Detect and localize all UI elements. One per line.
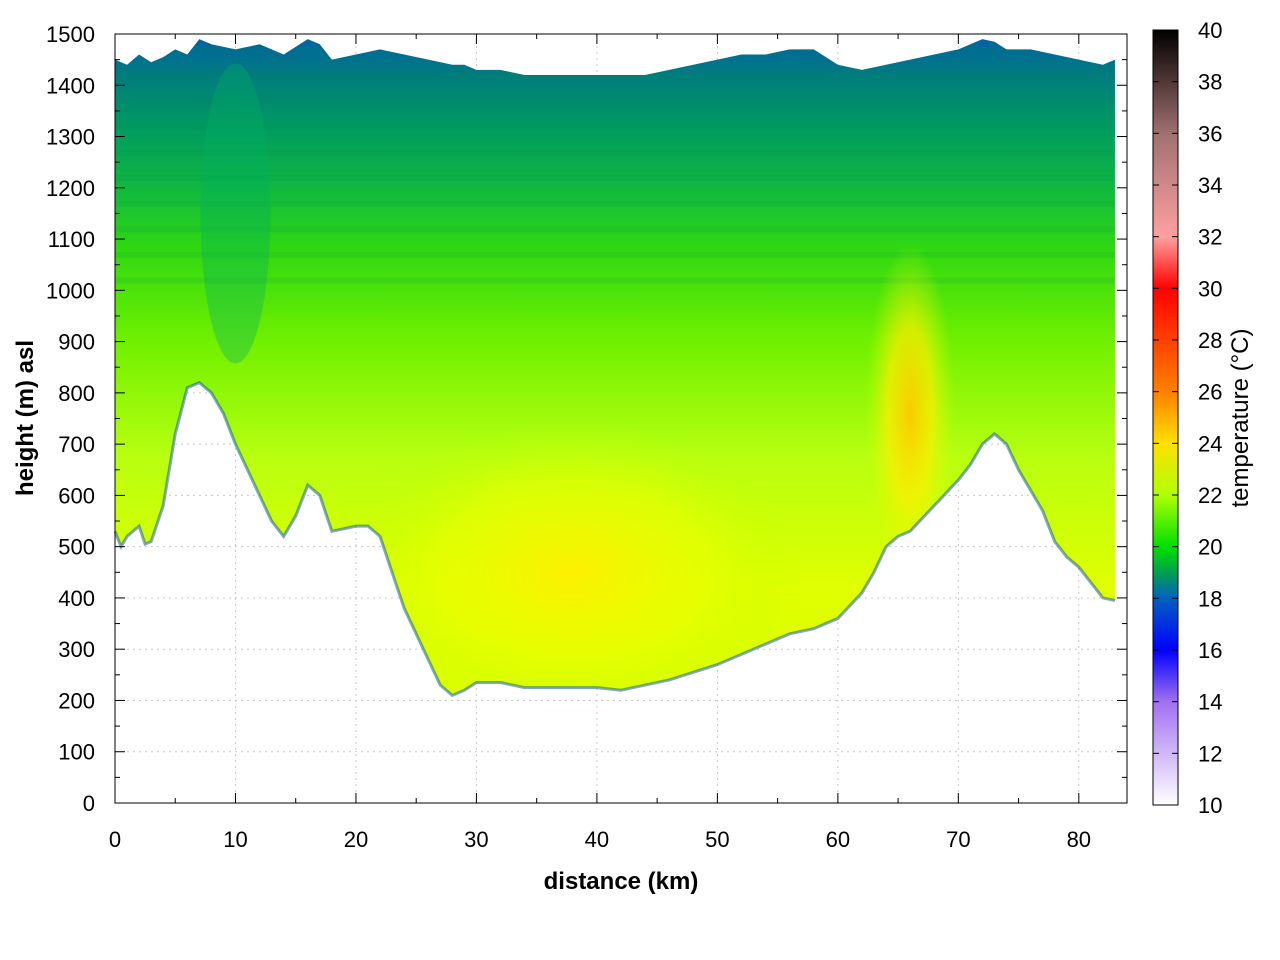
y-tick-label: 1100: [48, 227, 95, 252]
y-tick-label: 0: [83, 791, 95, 816]
y-tick-label: 500: [58, 535, 95, 560]
colorbar-tick-label: 34: [1198, 173, 1222, 198]
x-tick-label: 80: [1067, 827, 1091, 852]
y-tick-label: 900: [58, 330, 95, 355]
stratification-band: [115, 72, 1115, 79]
y-axis-title: height (m) asl: [12, 340, 39, 496]
stratification-band: [115, 251, 1115, 258]
stratification-band: [115, 98, 1115, 105]
colorbar-tick-label: 28: [1198, 328, 1222, 353]
colorbar-tick-label: 14: [1198, 690, 1222, 715]
y-ticks: 0 100 200 300 400 500 600 700 800 900 1000 1100 1200…: [46, 22, 1127, 816]
y-tick-label: 800: [58, 381, 95, 406]
stratification-band: [115, 277, 1115, 284]
colorbar-title: temperature (°C): [1227, 329, 1254, 508]
colorbar-tick-label: 16: [1198, 638, 1222, 663]
y-tick-label: 700: [58, 432, 95, 457]
x-tick-label: 70: [946, 827, 970, 852]
y-tick-label: 600: [58, 483, 95, 508]
colorbar-tick-label: 10: [1198, 793, 1222, 818]
colorbar-ticks: 10 12 14 16 18 20 22 24 26 28 30 32 34 36 38 40: [1153, 18, 1222, 818]
colorbar-tick-label: 36: [1198, 121, 1222, 146]
colorbar-tick-label: 12: [1198, 741, 1222, 766]
x-tick-label: 0: [109, 827, 121, 852]
stratification-band: [115, 226, 1115, 233]
colorbar-tick-label: 40: [1198, 18, 1222, 43]
x-tick-label: 20: [344, 827, 368, 852]
y-tick-label: 300: [58, 637, 95, 662]
stratification-band: [115, 174, 1115, 181]
stratification-band: [115, 200, 1115, 207]
y-tick-label: 400: [58, 586, 95, 611]
x-tick-label: 60: [826, 827, 850, 852]
colorbar-tick-label: 32: [1198, 225, 1222, 250]
colorbar-tick-label: 24: [1198, 431, 1222, 456]
x-ticks: 0 10 20 30 40 50 60 70 80: [109, 34, 1091, 852]
y-tick-label: 1500: [46, 22, 95, 47]
colorbar-tick-label: 30: [1198, 276, 1222, 301]
x-axis-title: distance (km): [544, 868, 699, 895]
cool-column: [200, 63, 271, 364]
y-tick-label: 1200: [46, 176, 95, 201]
stratification-band: [115, 149, 1115, 156]
colorbar: [1152, 29, 1179, 806]
warm-core-1: [865, 243, 956, 584]
y-tick-label: 200: [58, 688, 95, 713]
x-tick-label: 30: [464, 827, 488, 852]
warm-core-0: [342, 422, 803, 696]
y-tick-label: 100: [58, 740, 95, 765]
x-tick-label: 40: [585, 827, 609, 852]
y-tick-label: 1000: [46, 278, 95, 303]
colorbar-tick-label: 26: [1198, 380, 1222, 405]
x-tick-label: 10: [223, 827, 247, 852]
colorbar-tick-label: 20: [1198, 535, 1222, 560]
stratification-band: [115, 123, 1115, 130]
terrain-edge: [113, 380, 1116, 698]
y-tick-label: 1300: [46, 125, 95, 150]
x-tick-label: 50: [705, 827, 729, 852]
colorbar-tick-label: 18: [1198, 586, 1222, 611]
colorbar-tick-label: 38: [1198, 70, 1222, 95]
y-tick-label: 1400: [46, 73, 95, 98]
colorbar-tick-label: 22: [1198, 483, 1222, 508]
